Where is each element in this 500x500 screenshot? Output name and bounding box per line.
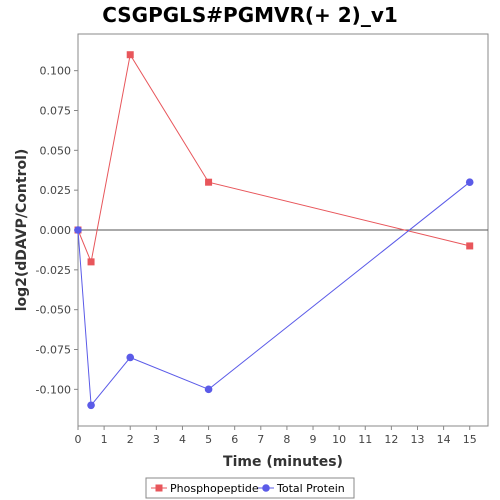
legend-swatch-marker (262, 484, 270, 492)
x-tick-label: 7 (257, 433, 264, 446)
y-tick-label: -0.050 (36, 304, 71, 317)
y-tick-label: -0.100 (36, 383, 71, 396)
phosphopeptide-point (126, 51, 134, 59)
x-axis-label: Time (minutes) (223, 454, 343, 470)
phosphopeptide-point (87, 258, 95, 266)
x-tick-label: 1 (101, 433, 108, 446)
total-protein-point (465, 178, 474, 186)
phosphopeptide-point (466, 242, 474, 250)
x-tick-label: 9 (310, 433, 317, 446)
x-tick-label: 6 (231, 433, 238, 446)
y-tick-label: 0.100 (40, 65, 72, 78)
x-tick-label: 0 (75, 433, 82, 446)
series-layer (74, 51, 474, 410)
x-tick-label: 11 (358, 433, 372, 446)
x-tick-label: 10 (332, 433, 346, 446)
x-tick-label: 4 (179, 433, 186, 446)
x-tick-label: 2 (127, 433, 134, 446)
y-axis: 0.100 0.075 0.050 0.025 0.000 -0.025 -0.050 -0.… (36, 65, 78, 396)
x-tick-label: 8 (283, 433, 290, 446)
y-tick-label: 0.050 (40, 144, 72, 157)
x-tick-label: 15 (463, 433, 477, 446)
y-tick-label: -0.075 (36, 344, 71, 357)
total-protein-point (74, 226, 82, 234)
x-axis: 0 1 2 3 4 5 6 7 8 9 10 11 12 13 14 15 (75, 426, 477, 446)
chart-title: CSGPGLS#PGMVR(+ 2)_v1 (102, 3, 398, 27)
total-protein-point (87, 401, 95, 410)
y-tick-label: 0.075 (40, 104, 72, 117)
total-protein-point (204, 385, 213, 394)
phosphopeptide-point (205, 178, 213, 186)
x-tick-label: 12 (384, 433, 398, 446)
x-tick-label: 3 (153, 433, 160, 446)
x-tick-label: 5 (205, 433, 212, 446)
legend-label-phosphopeptide: Phosphopeptide (170, 482, 259, 495)
y-axis-label: log2(dDAVP/Control) (14, 149, 30, 312)
x-tick-label: 13 (410, 433, 424, 446)
y-tick-label: 0.000 (40, 224, 72, 237)
legend-box (145, 477, 355, 499)
legend-swatch-marker (155, 484, 163, 492)
legend-label-total-protein: Total Protein (276, 482, 345, 495)
y-tick-label: -0.025 (36, 264, 71, 277)
x-tick-label: 14 (437, 433, 451, 446)
legend: Phosphopeptide Total Protein (145, 477, 355, 499)
total-protein-point (126, 353, 135, 362)
y-tick-label: 0.025 (40, 184, 72, 197)
